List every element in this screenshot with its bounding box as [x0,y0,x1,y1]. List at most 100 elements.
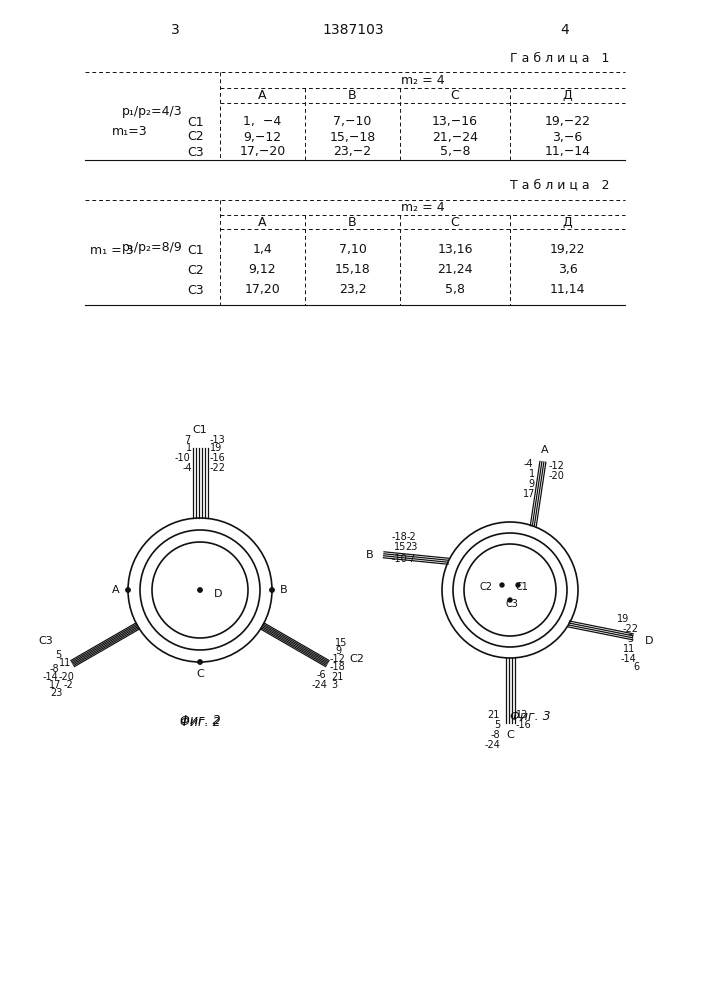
Text: Φиг. 3: Φиг. 3 [510,710,550,722]
Text: 5,8: 5,8 [445,284,465,296]
Text: 7,−10: 7,−10 [333,115,372,128]
Text: 15,−18: 15,−18 [329,130,375,143]
Text: C: C [506,730,514,740]
Text: -22: -22 [623,624,638,634]
Text: m₁ = 3: m₁ = 3 [90,243,134,256]
Text: -8: -8 [491,730,500,740]
Text: 11: 11 [59,658,71,668]
Text: -2: -2 [64,680,74,690]
Text: 5: 5 [493,720,500,730]
Text: 9,12: 9,12 [249,263,276,276]
Text: 19: 19 [210,443,222,453]
Text: -12: -12 [329,654,345,664]
Text: 17,20: 17,20 [245,284,281,296]
Text: 23: 23 [406,542,418,552]
Text: C: C [196,669,204,679]
Text: 5: 5 [56,650,62,660]
Text: 17: 17 [49,680,61,690]
Text: 7,10: 7,10 [339,243,366,256]
Text: C3: C3 [38,637,53,647]
Text: -4: -4 [523,459,533,469]
Text: D: D [645,636,653,646]
Text: C2: C2 [349,654,364,664]
Text: 23,−2: 23,−2 [334,145,372,158]
Circle shape [198,588,202,592]
Text: C: C [450,89,460,102]
Text: C2: C2 [187,130,204,143]
Text: -4: -4 [182,463,192,473]
Text: C2: C2 [187,263,204,276]
Text: 19,22: 19,22 [550,243,585,256]
Text: C1: C1 [192,425,207,435]
Text: Φиг. 2: Φиг. 2 [180,714,221,726]
Text: C1: C1 [187,243,204,256]
Circle shape [516,583,520,587]
Text: D: D [214,589,223,599]
Text: 11,14: 11,14 [550,284,585,296]
Text: Д: Д [563,89,573,102]
Text: C3: C3 [187,145,204,158]
Text: 3,−6: 3,−6 [552,130,583,143]
Text: 21: 21 [488,710,500,720]
Text: -13: -13 [210,435,226,445]
Circle shape [126,588,130,592]
Text: 3: 3 [332,680,337,690]
Text: 15,18: 15,18 [334,263,370,276]
Text: C: C [450,216,460,229]
Text: B: B [366,550,374,560]
Text: B: B [348,89,357,102]
Text: -20: -20 [59,672,75,682]
Text: 17: 17 [522,489,535,499]
Text: 7: 7 [409,554,415,564]
Text: -12: -12 [549,461,565,471]
Text: C2: C2 [479,582,492,592]
Text: 11: 11 [622,644,635,654]
Text: 1: 1 [529,469,535,479]
Text: 15: 15 [394,542,406,552]
Text: 9,−12: 9,−12 [243,130,281,143]
Text: 1,  −4: 1, −4 [243,115,281,128]
Circle shape [508,598,512,602]
Text: B: B [280,585,288,595]
Text: -24: -24 [311,680,327,690]
Text: C1: C1 [516,582,529,592]
Text: 4: 4 [561,23,569,37]
Text: 23,2: 23,2 [339,284,366,296]
Circle shape [270,588,274,592]
Text: 3,6: 3,6 [558,263,578,276]
Text: -16: -16 [516,720,532,730]
Text: 21,−24: 21,−24 [432,130,478,143]
Text: 1,4: 1,4 [252,243,272,256]
Text: -14: -14 [621,654,636,664]
Text: p₁/p₂=4/3: p₁/p₂=4/3 [122,104,183,117]
Text: 7: 7 [184,435,190,445]
Text: 21: 21 [332,672,344,682]
Text: 1: 1 [186,443,192,453]
Text: 9: 9 [335,647,341,656]
Text: -6: -6 [317,670,326,680]
Text: -14: -14 [43,672,59,682]
Text: -18: -18 [329,662,345,672]
Text: -8: -8 [50,664,59,674]
Text: -20: -20 [549,471,565,481]
Text: 3: 3 [170,23,180,37]
Text: -24: -24 [484,740,500,750]
Text: m₂ = 4: m₂ = 4 [401,201,444,214]
Text: 19,−22: 19,−22 [544,115,590,128]
Text: 21,24: 21,24 [437,263,473,276]
Text: Д: Д [563,216,573,229]
Text: m₁=3: m₁=3 [112,125,148,138]
Text: A: A [258,216,267,229]
Text: 9: 9 [529,479,535,489]
Text: -16: -16 [210,453,226,463]
Text: 1387103: 1387103 [322,23,384,37]
Text: 23: 23 [50,688,63,698]
Text: 11,−14: 11,−14 [544,145,590,158]
Text: 17,−20: 17,−20 [240,145,286,158]
Text: 13: 13 [516,710,528,720]
Text: C3: C3 [187,284,204,296]
Text: m₂ = 4: m₂ = 4 [401,74,444,87]
Text: A: A [112,585,120,595]
Text: Г а б л и ц а   1: Г а б л и ц а 1 [510,51,609,64]
Text: 19: 19 [617,614,629,624]
